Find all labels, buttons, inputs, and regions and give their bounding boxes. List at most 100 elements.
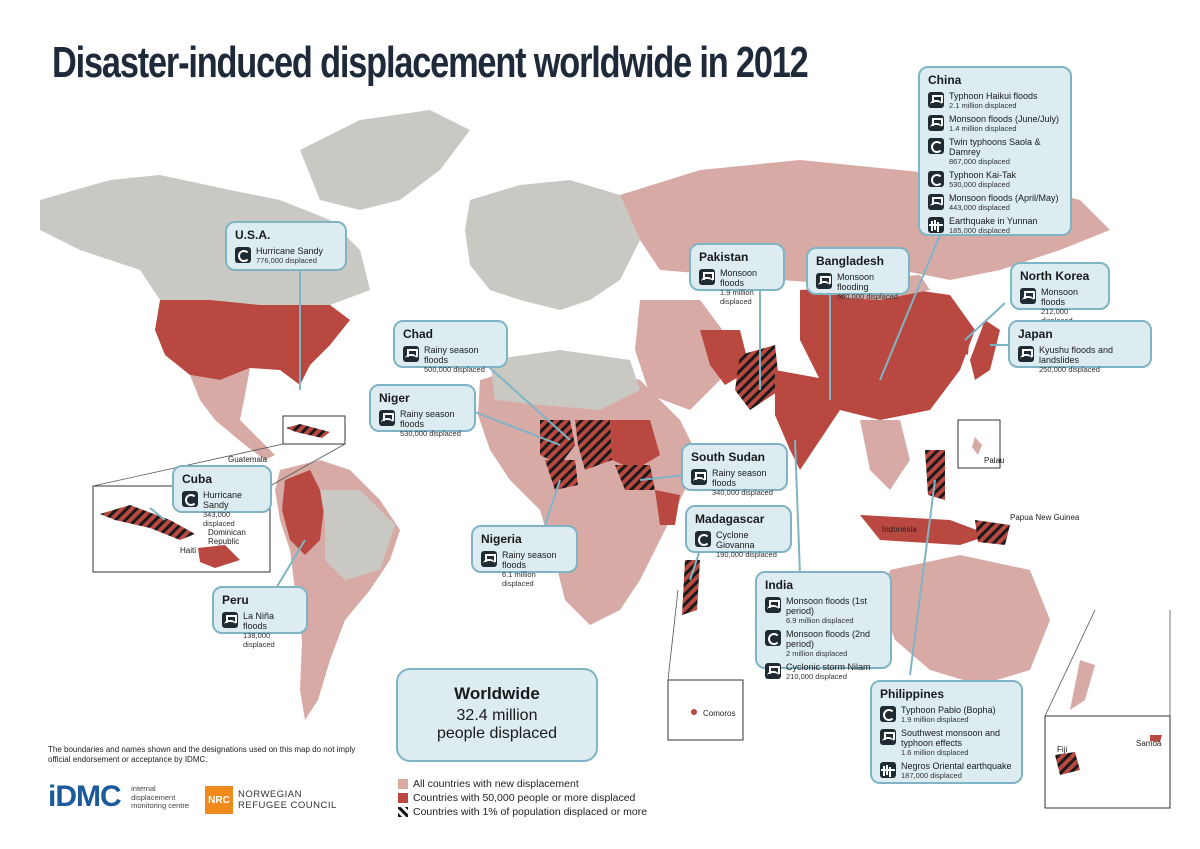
philippines-box: Philippines Typhoon Pablo (Bopha) 1.9 mil… [870, 680, 1023, 784]
label-haiti: Haiti [180, 546, 197, 555]
iran [700, 330, 750, 385]
china [800, 285, 975, 420]
japan-event-name: Kyushu floods and landslides [1039, 345, 1114, 365]
philippines-event-displaced: 1.9 million displaced [901, 715, 969, 724]
niger-country: Niger [379, 391, 410, 405]
korea [958, 330, 970, 355]
usa-country: U.S.A. [235, 228, 271, 242]
legend-label: All countries with new displacement [413, 778, 579, 790]
flood-icon [1018, 346, 1034, 362]
philippines [925, 450, 945, 500]
fiji-inset [1055, 752, 1080, 775]
south-sudan-box: South Sudan Rainy season floods 340,000 d… [681, 443, 788, 497]
niger-box: Niger Rainy season floods 530,000 displac… [369, 384, 476, 438]
flood-icon [699, 269, 715, 285]
label-palau: Palau [984, 456, 1005, 465]
flood-icon [928, 92, 944, 108]
south-sudan-country: South Sudan [691, 450, 765, 464]
flood-icon [403, 346, 419, 362]
new-zealand [1070, 660, 1095, 710]
idmc-logo: iDMC internal displacement monitoring ce… [48, 780, 193, 814]
label-guatemala: Guatemala [228, 455, 268, 464]
bangladesh-box: Bangladesh Monsoon flooding 600,000 displ… [806, 247, 910, 301]
nrc-text: NORWEGIAN REFUGEE COUNCIL [238, 789, 337, 811]
pakistan-event-name: Monsoon floods [720, 268, 758, 288]
flood-icon [481, 551, 497, 567]
usa-box: U.S.A. Hurricane Sandy 776,000 displaced [225, 221, 347, 271]
japan [970, 320, 1000, 380]
cuba-event-displaced: 343,000 displaced [203, 510, 235, 528]
china-event-name: Monsoon floods (April/May) [949, 193, 1059, 203]
india-box: India Monsoon floods (1st period) 6.9 mil… [755, 571, 892, 681]
madagascar [682, 560, 700, 615]
label-fiji: Fiji [1057, 745, 1068, 754]
label-indonesia: Indonesia [882, 525, 917, 534]
china-event-displaced: 2.1 million displaced [949, 101, 1017, 110]
chad-event-displaced: 500,000 displaced [424, 365, 485, 374]
legend-item: All countries with new displacement [398, 777, 647, 791]
sudan [610, 420, 660, 470]
flood-icon [928, 115, 944, 131]
philippines-event-name: Southwest monsoon and typhoon effects [901, 728, 1001, 748]
nrc-logo: NRC NORWEGIAN REFUGEE COUNCIL [205, 786, 337, 814]
worldwide-summary: Worldwide 32.4 million people displaced [396, 668, 598, 762]
page-title: Disaster-induced displacement worldwide … [52, 38, 809, 87]
niger [540, 420, 575, 465]
samoa-inset [1150, 735, 1162, 742]
label-samoa: Samoa [1136, 739, 1162, 748]
peru-country: Peru [222, 593, 249, 607]
idmc-wordmark: iDMC [48, 780, 122, 813]
china-event-name: Typhoon Haikui floods [949, 91, 1038, 101]
india-country: India [765, 578, 794, 592]
greenland [300, 110, 470, 210]
storm-icon [695, 531, 711, 547]
cuba-inset [100, 505, 195, 540]
indonesia [860, 515, 990, 545]
nigeria [545, 460, 578, 490]
flood-icon [222, 612, 238, 628]
storm-icon [880, 706, 896, 722]
mexico [190, 368, 275, 460]
storm-icon [928, 171, 944, 187]
nigeria-box: Nigeria Rainy season floods 6.1 million d… [471, 525, 578, 588]
china-event-displaced: 185,000 displaced [949, 226, 1010, 235]
nrc-mark: NRC [205, 786, 233, 814]
bangladesh-event-name: Monsoon flooding [837, 272, 875, 292]
india-event-displaced: 6.9 million displaced [786, 616, 854, 625]
peru-box: Peru La Niña floods 138,000 displaced [212, 586, 308, 649]
legend-item: Countries with 1% of population displace… [398, 805, 647, 819]
bangladesh-country: Bangladesh [816, 254, 885, 268]
comoros-inset [667, 679, 744, 741]
chad-country: Chad [403, 327, 433, 341]
japan-box: Japan Kyushu floods and landslides 250,00… [1008, 320, 1152, 374]
india-event-name: Cyclonic storm Nilam [786, 662, 871, 672]
south-sudan-event-name: Rainy season floods [712, 468, 767, 488]
legend-item: Countries with 50,000 people or more dis… [398, 791, 647, 805]
flood-icon [816, 273, 832, 289]
china-country: China [928, 73, 962, 87]
cuba-country: Cuba [182, 472, 212, 486]
flood-icon [1020, 288, 1036, 304]
philippines-event-name: Negros Oriental earthquake [901, 761, 1012, 771]
india-event-displaced: 2 million displaced [786, 649, 848, 658]
kenya [655, 490, 680, 525]
south-sudan [615, 465, 655, 490]
north-korea-event-name: Monsoon floods [1041, 287, 1079, 307]
cuba-event-name: Hurricane Sandy [203, 490, 243, 510]
legend-swatch [398, 779, 408, 789]
india-event-name: Monsoon floods (2nd period) [786, 629, 871, 649]
bangladesh-event-displaced: 600,000 displaced [837, 292, 898, 301]
flood-icon [928, 194, 944, 210]
legend-swatch [398, 793, 408, 803]
flood-icon [765, 597, 781, 613]
china-box: China Typhoon Haikui floods 2.1 million d… [918, 66, 1072, 236]
madagascar-event-displaced: 190,000 displaced [716, 550, 777, 559]
legend: All countries with new displacement Coun… [398, 777, 647, 819]
china-event-name: Monsoon floods (June/July) [949, 114, 1060, 124]
nigeria-event-displaced: 6.1 million displaced [502, 570, 536, 588]
pakistan-country: Pakistan [699, 250, 749, 264]
china-event-displaced: 1.4 million displaced [949, 124, 1017, 133]
label-papua-new-guinea: Papua New Guinea [1010, 513, 1080, 522]
label-dominican-republic: Dominican Republic [208, 528, 246, 546]
